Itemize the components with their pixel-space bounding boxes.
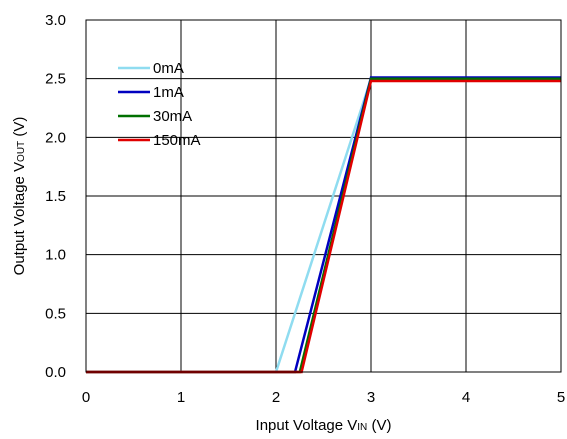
y-axis-label-subscript: OUT bbox=[16, 141, 27, 162]
legend-label-30mA: 30mA bbox=[153, 108, 192, 125]
y-tick-label-1: 0.5 bbox=[45, 305, 66, 322]
legend-label-0mA: 0mA bbox=[153, 60, 184, 77]
y-tick-label-4: 2.0 bbox=[45, 129, 66, 146]
x-tick-label-3: 3 bbox=[367, 389, 375, 406]
y-axis-label-prefix: Output Voltage V bbox=[11, 162, 28, 275]
x-tick-label-5: 5 bbox=[557, 389, 565, 406]
x-axis-label-prefix: Input Voltage V bbox=[256, 417, 358, 434]
grid-lines bbox=[85, 19, 562, 373]
x-tick-label-0: 0 bbox=[82, 389, 90, 406]
x-tick-labels: 0 1 2 3 4 5 bbox=[82, 389, 565, 406]
x-tick-label-2: 2 bbox=[272, 389, 280, 406]
y-tick-label-0: 0.0 bbox=[45, 364, 66, 381]
y-tick-label-3: 1.5 bbox=[45, 188, 66, 205]
x-tick-label-4: 4 bbox=[462, 389, 470, 406]
x-axis-label-suffix: (V) bbox=[367, 417, 391, 434]
x-axis-label-subscript: IN bbox=[357, 422, 367, 433]
x-tick-label-1: 1 bbox=[177, 389, 185, 406]
y-axis-label: Output Voltage VOUT (V) bbox=[11, 117, 28, 276]
y-axis-label-suffix: (V) bbox=[11, 117, 28, 141]
y-tick-label-2: 1.0 bbox=[45, 247, 66, 264]
y-tick-label-5: 2.5 bbox=[45, 71, 66, 88]
plot-frame bbox=[85, 19, 562, 373]
y-tick-labels: 0.0 0.5 1.0 1.5 2.0 2.5 3.0 bbox=[45, 12, 66, 381]
legend: 0mA 1mA 30mA 150mA bbox=[118, 60, 201, 149]
y-tick-label-6: 3.0 bbox=[45, 12, 66, 29]
legend-label-150mA: 150mA bbox=[153, 132, 201, 149]
x-axis-label: Input Voltage VIN (V) bbox=[256, 417, 392, 434]
legend-label-1mA: 1mA bbox=[153, 84, 184, 101]
